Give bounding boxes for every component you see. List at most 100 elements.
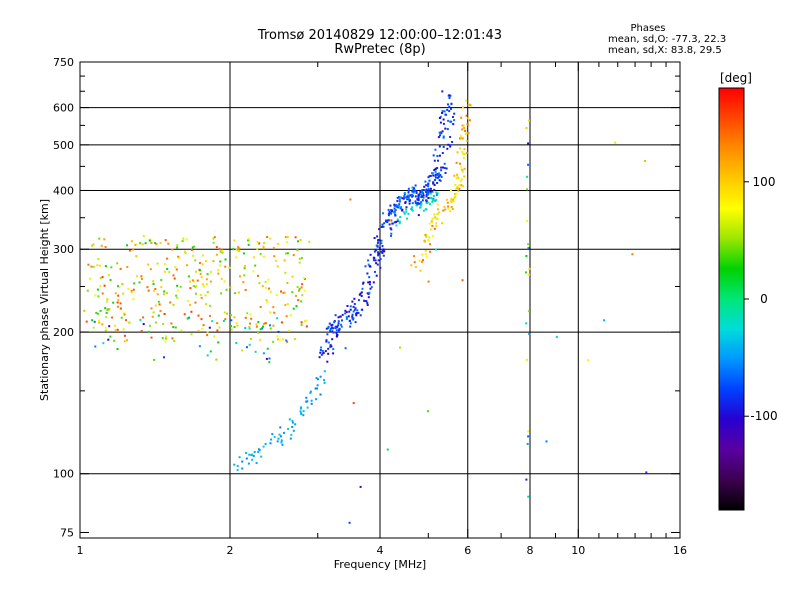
echo-point: [213, 236, 216, 239]
echo-point: [415, 191, 418, 194]
echo-point: [366, 304, 369, 306]
echo-point: [261, 327, 264, 330]
echo-point: [419, 191, 422, 194]
echo-point: [102, 342, 105, 345]
echo-point: [309, 390, 312, 393]
echo-point: [377, 254, 380, 257]
echo-point: [289, 437, 292, 440]
echo-point: [456, 174, 458, 176]
echo-point: [120, 316, 123, 319]
echo-point: [443, 205, 446, 208]
echo-point: [316, 378, 319, 381]
echo-point: [420, 202, 423, 205]
echo-point: [264, 322, 267, 325]
echo-point: [362, 282, 364, 285]
echo-point: [461, 170, 464, 173]
echo-point: [117, 285, 119, 288]
echo-point: [235, 248, 238, 251]
echo-point: [438, 174, 441, 177]
echo-point: [395, 224, 398, 227]
echo-point: [437, 159, 439, 162]
x-tick-label: 2: [227, 544, 234, 557]
echo-point: [395, 220, 398, 223]
echo-point: [327, 347, 330, 350]
echo-point: [372, 259, 375, 262]
echo-point: [154, 242, 157, 244]
echo-point: [438, 154, 441, 157]
echo-point: [291, 426, 294, 428]
echo-point: [393, 203, 396, 206]
y-tick-label: 300: [53, 243, 74, 256]
echo-point: [304, 320, 307, 323]
echo-point: [398, 203, 401, 206]
echo-point: [398, 198, 401, 201]
echo-point: [97, 258, 100, 260]
echo-point: [101, 323, 104, 326]
echo-point: [249, 322, 251, 325]
echo-point: [449, 144, 452, 146]
echo-point: [438, 117, 441, 119]
echo-point: [326, 360, 329, 363]
echo-point: [434, 168, 437, 171]
echo-point: [160, 286, 163, 289]
echo-point: [256, 248, 259, 251]
echo-point: [345, 311, 348, 314]
echo-point: [429, 196, 432, 199]
echo-point: [359, 292, 362, 295]
echo-point: [334, 326, 337, 329]
echo-point: [147, 263, 149, 266]
echo-point: [92, 243, 95, 246]
echo-point: [349, 308, 352, 311]
echo-point: [375, 262, 378, 265]
echo-point: [432, 174, 435, 177]
echo-point: [380, 242, 383, 245]
echo-point: [268, 287, 270, 290]
echo-point: [325, 327, 328, 330]
echo-point: [290, 433, 293, 436]
echo-point: [230, 319, 233, 322]
echo-point: [162, 322, 165, 325]
echo-point: [280, 441, 283, 444]
echo-point: [133, 282, 136, 285]
echo-point: [366, 292, 369, 295]
echo-point: [525, 478, 528, 481]
echo-point: [105, 311, 108, 314]
echo-point: [236, 324, 239, 327]
echo-point: [135, 275, 138, 278]
echo-point: [407, 212, 410, 215]
echo-point: [262, 352, 265, 355]
echo-point: [442, 118, 445, 121]
echo-point: [138, 281, 141, 284]
echo-point: [209, 280, 212, 283]
echo-point: [425, 236, 428, 238]
echo-point: [324, 350, 327, 353]
echo-point: [104, 265, 107, 268]
echo-point: [165, 335, 168, 338]
echo-point: [415, 190, 418, 193]
echo-point: [199, 293, 202, 296]
echo-point: [447, 119, 450, 122]
echo-point: [427, 189, 430, 192]
echo-point: [193, 245, 195, 248]
echo-point: [194, 259, 197, 262]
echo-point: [403, 192, 406, 194]
echo-point: [119, 307, 122, 310]
echo-point: [176, 289, 179, 292]
echo-point: [436, 212, 439, 215]
echo-point: [273, 311, 276, 314]
echo-point: [436, 155, 439, 158]
chart-title-line2: RwPretec (8p): [334, 42, 425, 57]
echo-point: [259, 306, 262, 308]
echo-point: [105, 316, 108, 319]
echo-point: [408, 200, 411, 203]
echo-point: [349, 198, 352, 201]
echo-point: [244, 264, 246, 267]
echo-point: [272, 340, 275, 343]
echo-point: [218, 326, 221, 329]
echo-point: [190, 333, 193, 336]
echo-point: [451, 198, 454, 201]
echo-point: [436, 192, 439, 195]
echo-point: [170, 322, 173, 325]
echo-point: [449, 210, 452, 213]
echo-point: [425, 256, 428, 259]
